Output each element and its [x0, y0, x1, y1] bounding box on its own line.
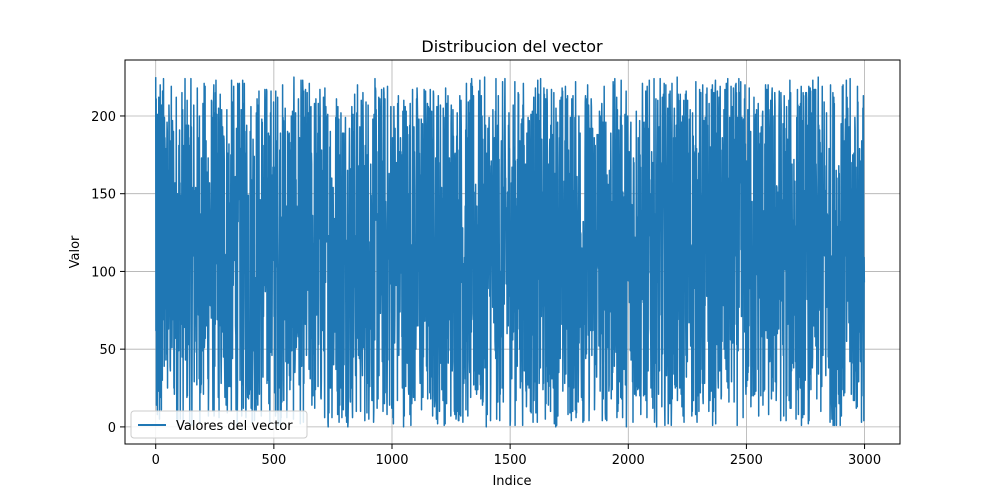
y-tick-label: 150 [91, 188, 116, 203]
x-tick-label: 2500 [730, 453, 763, 468]
x-tick-label: 2000 [612, 453, 645, 468]
x-tick-label: 3000 [848, 453, 881, 468]
y-tick-label: 50 [99, 343, 116, 358]
series-layer [154, 76, 866, 428]
y-axis: 0 50 100 150 200 [91, 110, 125, 436]
plot-frame [124, 59, 901, 445]
y-axis-label: Valor [68, 235, 83, 268]
x-axis: 0 500 1000 1500 2000 2500 3000 [152, 444, 881, 468]
legend: Valores del vector [130, 410, 308, 439]
y-tick-label: 100 [91, 265, 116, 280]
x-axis-label: Indice [492, 474, 531, 489]
x-tick-label: 0 [152, 453, 160, 468]
legend-box [130, 410, 308, 439]
x-tick-label: 1500 [494, 453, 527, 468]
x-tick-label: 500 [261, 453, 286, 468]
y-tick-label: 0 [108, 421, 116, 436]
chart-title: Distribucion del vector [421, 37, 603, 56]
y-tick-label: 200 [91, 110, 116, 125]
x-tick-label: 1000 [375, 453, 408, 468]
series-line-valores-del-vector [154, 76, 866, 428]
legend-label: Valores del vector [176, 419, 293, 434]
